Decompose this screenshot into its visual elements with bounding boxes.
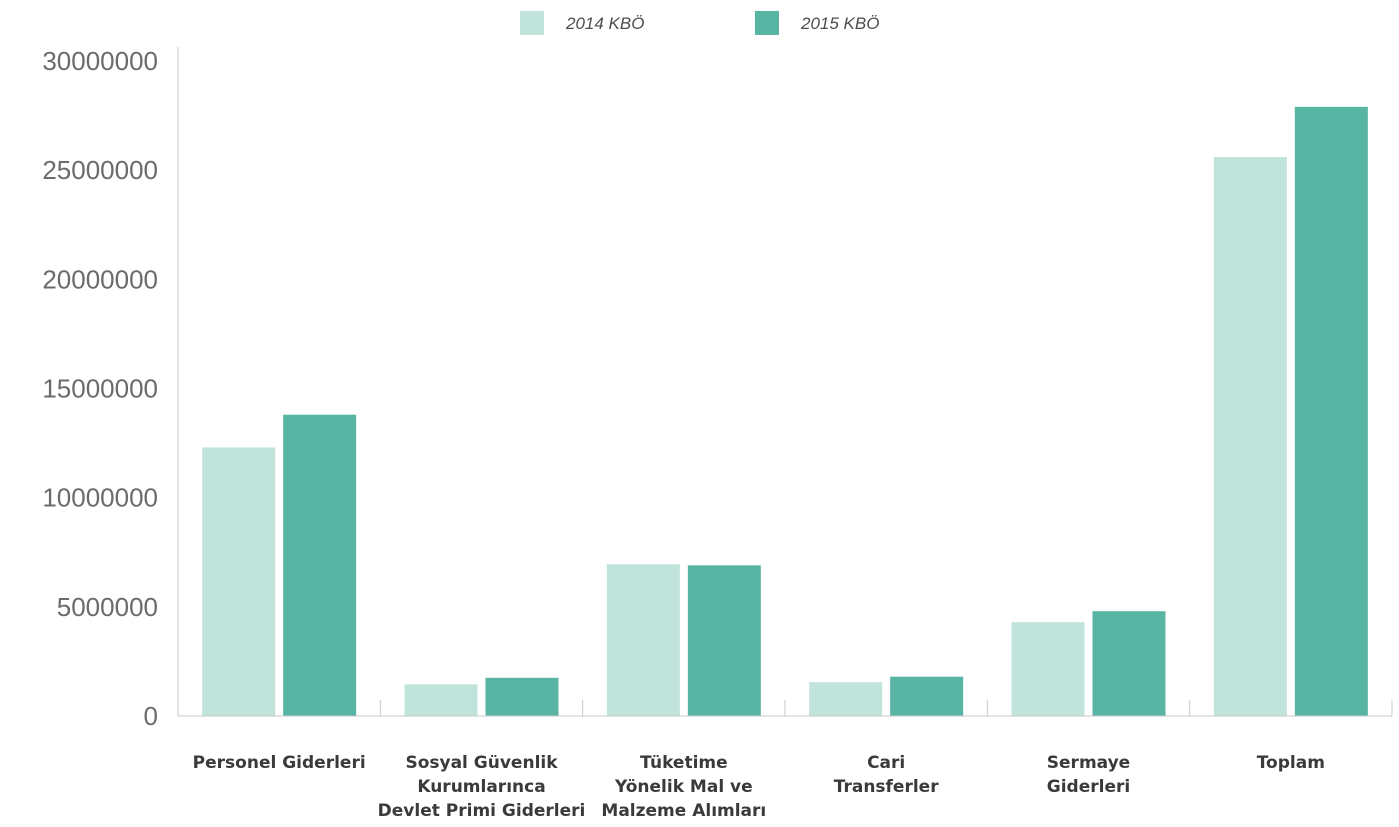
legend-label: 2015 KBÖ (800, 14, 879, 33)
y-tick-label: 15000000 (42, 374, 158, 404)
x-axis: Personel Giderleri Sosyal Güvenlik Kurumla… (178, 700, 1393, 821)
bar-2014-kbö (1213, 157, 1287, 717)
bar-2015-kbö (687, 565, 761, 716)
bar-2014-kbö (404, 684, 478, 716)
bar-2014-kbö (1011, 622, 1085, 716)
bar-2014-kbö (202, 447, 276, 716)
y-tick-label: 25000000 (42, 155, 158, 185)
legend-swatch (755, 11, 779, 35)
bar-2015-kbö (1092, 611, 1166, 716)
y-axis: 0 5000000 10000000 15000000 20000000 25000000… (42, 46, 179, 731)
x-category-label: Toplam (1257, 753, 1325, 773)
x-category-label: Sosyal Güvenlik Kurumlarınca Devlet Primi … (378, 753, 586, 821)
bars (202, 106, 1368, 717)
x-category-label: Tüketime Yönelik Mal ve Malzeme Alımları (601, 753, 766, 821)
x-category-label: Personel Giderleri (193, 753, 366, 773)
bar-2015-kbö (283, 414, 357, 716)
bar-2014-kbö (606, 564, 680, 716)
y-tick-label: 0 (144, 701, 158, 731)
x-category-label: Cari Transferler (834, 753, 939, 797)
legend-swatch (520, 11, 544, 35)
legend-label: 2014 KBÖ (565, 14, 644, 33)
bar-2014-kbö (809, 682, 883, 716)
bar-2015-kbö (890, 676, 964, 716)
bar-2015-kbö (485, 677, 559, 716)
legend: 2014 KBÖ 2015 KBÖ (520, 11, 879, 35)
y-tick-label: 30000000 (42, 46, 158, 76)
y-tick-label: 10000000 (42, 483, 158, 513)
bar-2015-kbö (1294, 106, 1368, 717)
y-tick-label: 5000000 (57, 592, 158, 622)
y-tick-label: 20000000 (42, 264, 158, 294)
x-category-label: Sermaye Giderleri (1047, 753, 1130, 797)
